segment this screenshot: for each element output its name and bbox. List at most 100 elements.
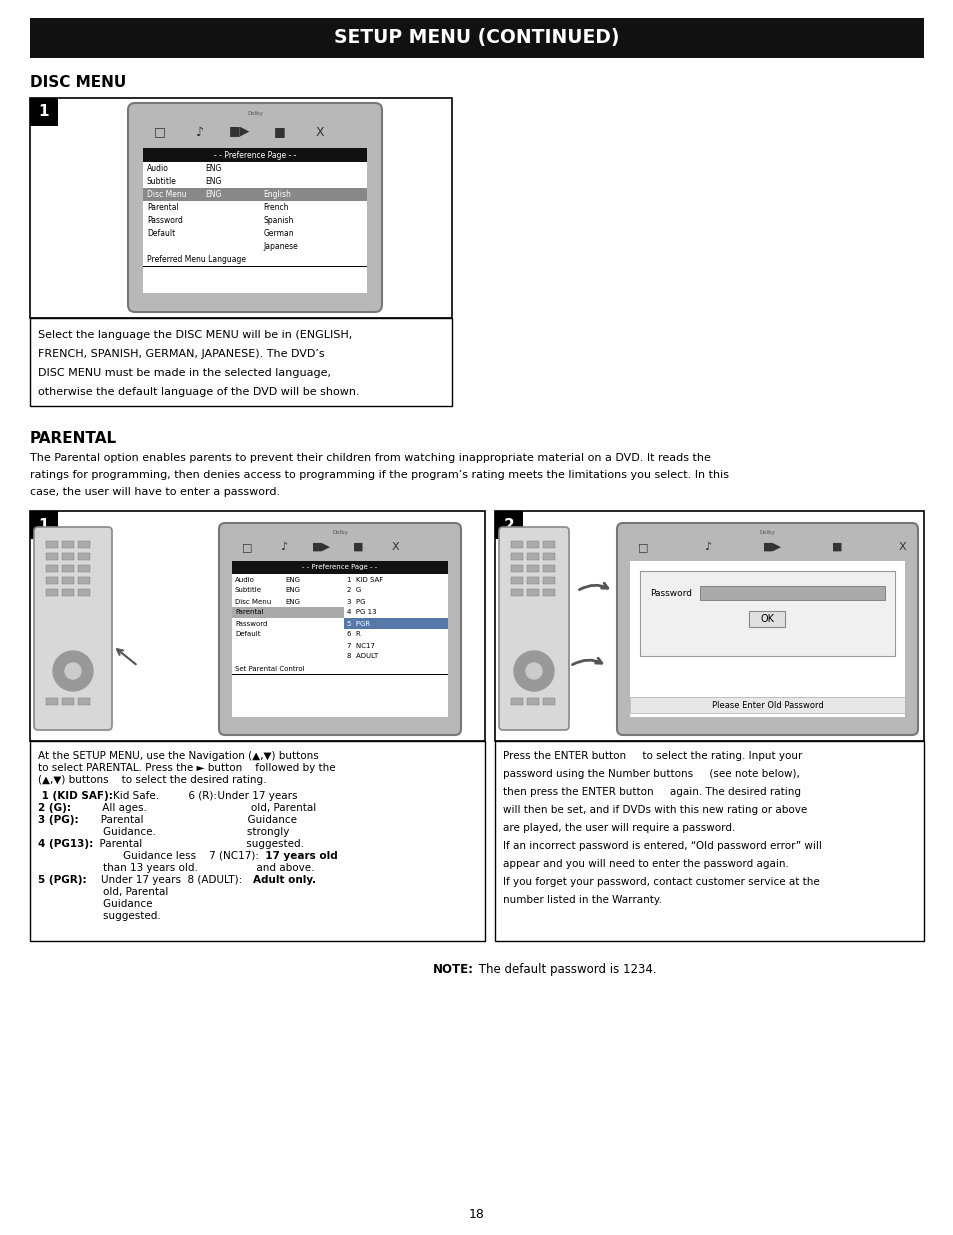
- Bar: [143, 227, 259, 240]
- Text: Disc Menu: Disc Menu: [147, 190, 187, 199]
- Bar: [78, 541, 90, 548]
- Bar: [639, 571, 894, 656]
- Bar: [259, 162, 367, 175]
- Bar: [344, 629, 448, 640]
- Text: Guidance: Guidance: [38, 899, 152, 909]
- Text: Dolby: Dolby: [247, 111, 263, 116]
- Bar: [344, 651, 448, 662]
- Bar: [143, 148, 367, 162]
- Bar: [511, 541, 522, 548]
- Circle shape: [514, 651, 554, 692]
- Bar: [526, 564, 538, 572]
- Text: At the SETUP MENU, use the Navigation (▲,▼) buttons: At the SETUP MENU, use the Navigation (▲…: [38, 751, 318, 761]
- Text: DISC MENU must be made in the selected language,: DISC MENU must be made in the selected l…: [38, 368, 331, 378]
- Text: ratings for programming, then denies access to programming if the program’s rati: ratings for programming, then denies acc…: [30, 471, 728, 480]
- Text: 4 (PG13):: 4 (PG13):: [38, 839, 93, 848]
- Bar: [143, 201, 259, 214]
- Text: Disc Menu: Disc Menu: [234, 599, 271, 604]
- Bar: [542, 577, 555, 584]
- Bar: [495, 741, 923, 941]
- Text: If you forget your password, contact customer service at the: If you forget your password, contact cus…: [502, 877, 819, 887]
- Bar: [78, 577, 90, 584]
- Bar: [495, 511, 923, 741]
- Text: Guidance.                            strongly: Guidance. strongly: [38, 827, 289, 837]
- Text: French: French: [263, 203, 289, 212]
- Text: Under 17 years: Under 17 years: [198, 790, 297, 802]
- Bar: [629, 561, 904, 718]
- Text: (▲,▼) buttons    to select the desired rating.: (▲,▼) buttons to select the desired rati…: [38, 776, 266, 785]
- Bar: [344, 640, 448, 651]
- Bar: [62, 553, 74, 559]
- Text: Subtitle: Subtitle: [147, 177, 176, 186]
- Text: then press the ENTER button     again. The desired rating: then press the ENTER button again. The d…: [502, 787, 801, 797]
- Bar: [78, 589, 90, 597]
- Text: ENG: ENG: [205, 164, 221, 173]
- Bar: [259, 227, 367, 240]
- Text: Password: Password: [147, 216, 183, 225]
- Bar: [259, 240, 367, 253]
- Bar: [700, 585, 884, 600]
- Bar: [526, 589, 538, 597]
- FancyBboxPatch shape: [617, 522, 917, 735]
- Bar: [232, 597, 344, 606]
- Text: 3  PG: 3 PG: [347, 599, 365, 604]
- Text: case, the user will have to enter a password.: case, the user will have to enter a pass…: [30, 487, 280, 496]
- Text: number listed in the Warranty.: number listed in the Warranty.: [502, 895, 661, 905]
- Bar: [232, 561, 448, 718]
- Bar: [30, 511, 484, 741]
- Bar: [526, 541, 538, 548]
- Text: Parental                                suggested.: Parental suggested.: [92, 839, 304, 848]
- Bar: [495, 511, 522, 538]
- Text: ♪: ♪: [195, 126, 204, 138]
- Bar: [344, 574, 448, 585]
- Text: The Parental option enables parents to prevent their children from watching inap: The Parental option enables parents to p…: [30, 453, 710, 463]
- Text: Under 17 years  8 (ADULT):: Under 17 years 8 (ADULT):: [88, 876, 242, 885]
- Bar: [30, 741, 484, 941]
- Text: 5 (PGR):: 5 (PGR):: [38, 876, 87, 885]
- Text: ENG: ENG: [285, 588, 299, 594]
- Bar: [46, 589, 58, 597]
- Bar: [511, 564, 522, 572]
- Bar: [143, 175, 259, 188]
- Bar: [78, 553, 90, 559]
- Bar: [629, 697, 904, 713]
- Text: 1: 1: [39, 517, 50, 532]
- Bar: [526, 698, 538, 705]
- Text: Password: Password: [234, 620, 267, 626]
- Bar: [30, 98, 452, 317]
- Circle shape: [525, 663, 541, 679]
- Bar: [259, 175, 367, 188]
- Bar: [344, 597, 448, 606]
- Text: 2 (G):: 2 (G):: [38, 803, 71, 813]
- Bar: [232, 574, 344, 585]
- Circle shape: [65, 663, 81, 679]
- Text: 6  R: 6 R: [347, 631, 360, 637]
- Text: 1 (KID SAF):: 1 (KID SAF):: [38, 790, 112, 802]
- Text: Dolby: Dolby: [759, 530, 775, 535]
- Bar: [526, 553, 538, 559]
- Text: 8  ADULT: 8 ADULT: [347, 653, 378, 659]
- Bar: [526, 577, 538, 584]
- Text: 2  G: 2 G: [347, 588, 361, 594]
- Text: Parental: Parental: [147, 203, 178, 212]
- Text: password using the Number buttons     (see note below),: password using the Number buttons (see n…: [502, 769, 799, 779]
- Bar: [511, 553, 522, 559]
- Text: are played, the user will require a password.: are played, the user will require a pass…: [502, 823, 735, 832]
- Text: Audio: Audio: [234, 577, 254, 583]
- Text: - - Preference Page - -: - - Preference Page - -: [302, 564, 377, 571]
- Bar: [78, 698, 90, 705]
- Bar: [749, 611, 784, 627]
- Bar: [62, 698, 74, 705]
- Text: appear and you will need to enter the password again.: appear and you will need to enter the pa…: [502, 860, 788, 869]
- Text: old, Parental: old, Parental: [38, 887, 168, 897]
- Text: Parental: Parental: [234, 610, 263, 615]
- Text: Dolby: Dolby: [332, 530, 348, 535]
- Text: □: □: [154, 126, 166, 138]
- Bar: [344, 618, 448, 629]
- Bar: [542, 589, 555, 597]
- Circle shape: [53, 651, 92, 692]
- Text: DISC MENU: DISC MENU: [30, 75, 126, 90]
- Text: ENG: ENG: [205, 177, 221, 186]
- FancyBboxPatch shape: [498, 527, 568, 730]
- Bar: [46, 541, 58, 548]
